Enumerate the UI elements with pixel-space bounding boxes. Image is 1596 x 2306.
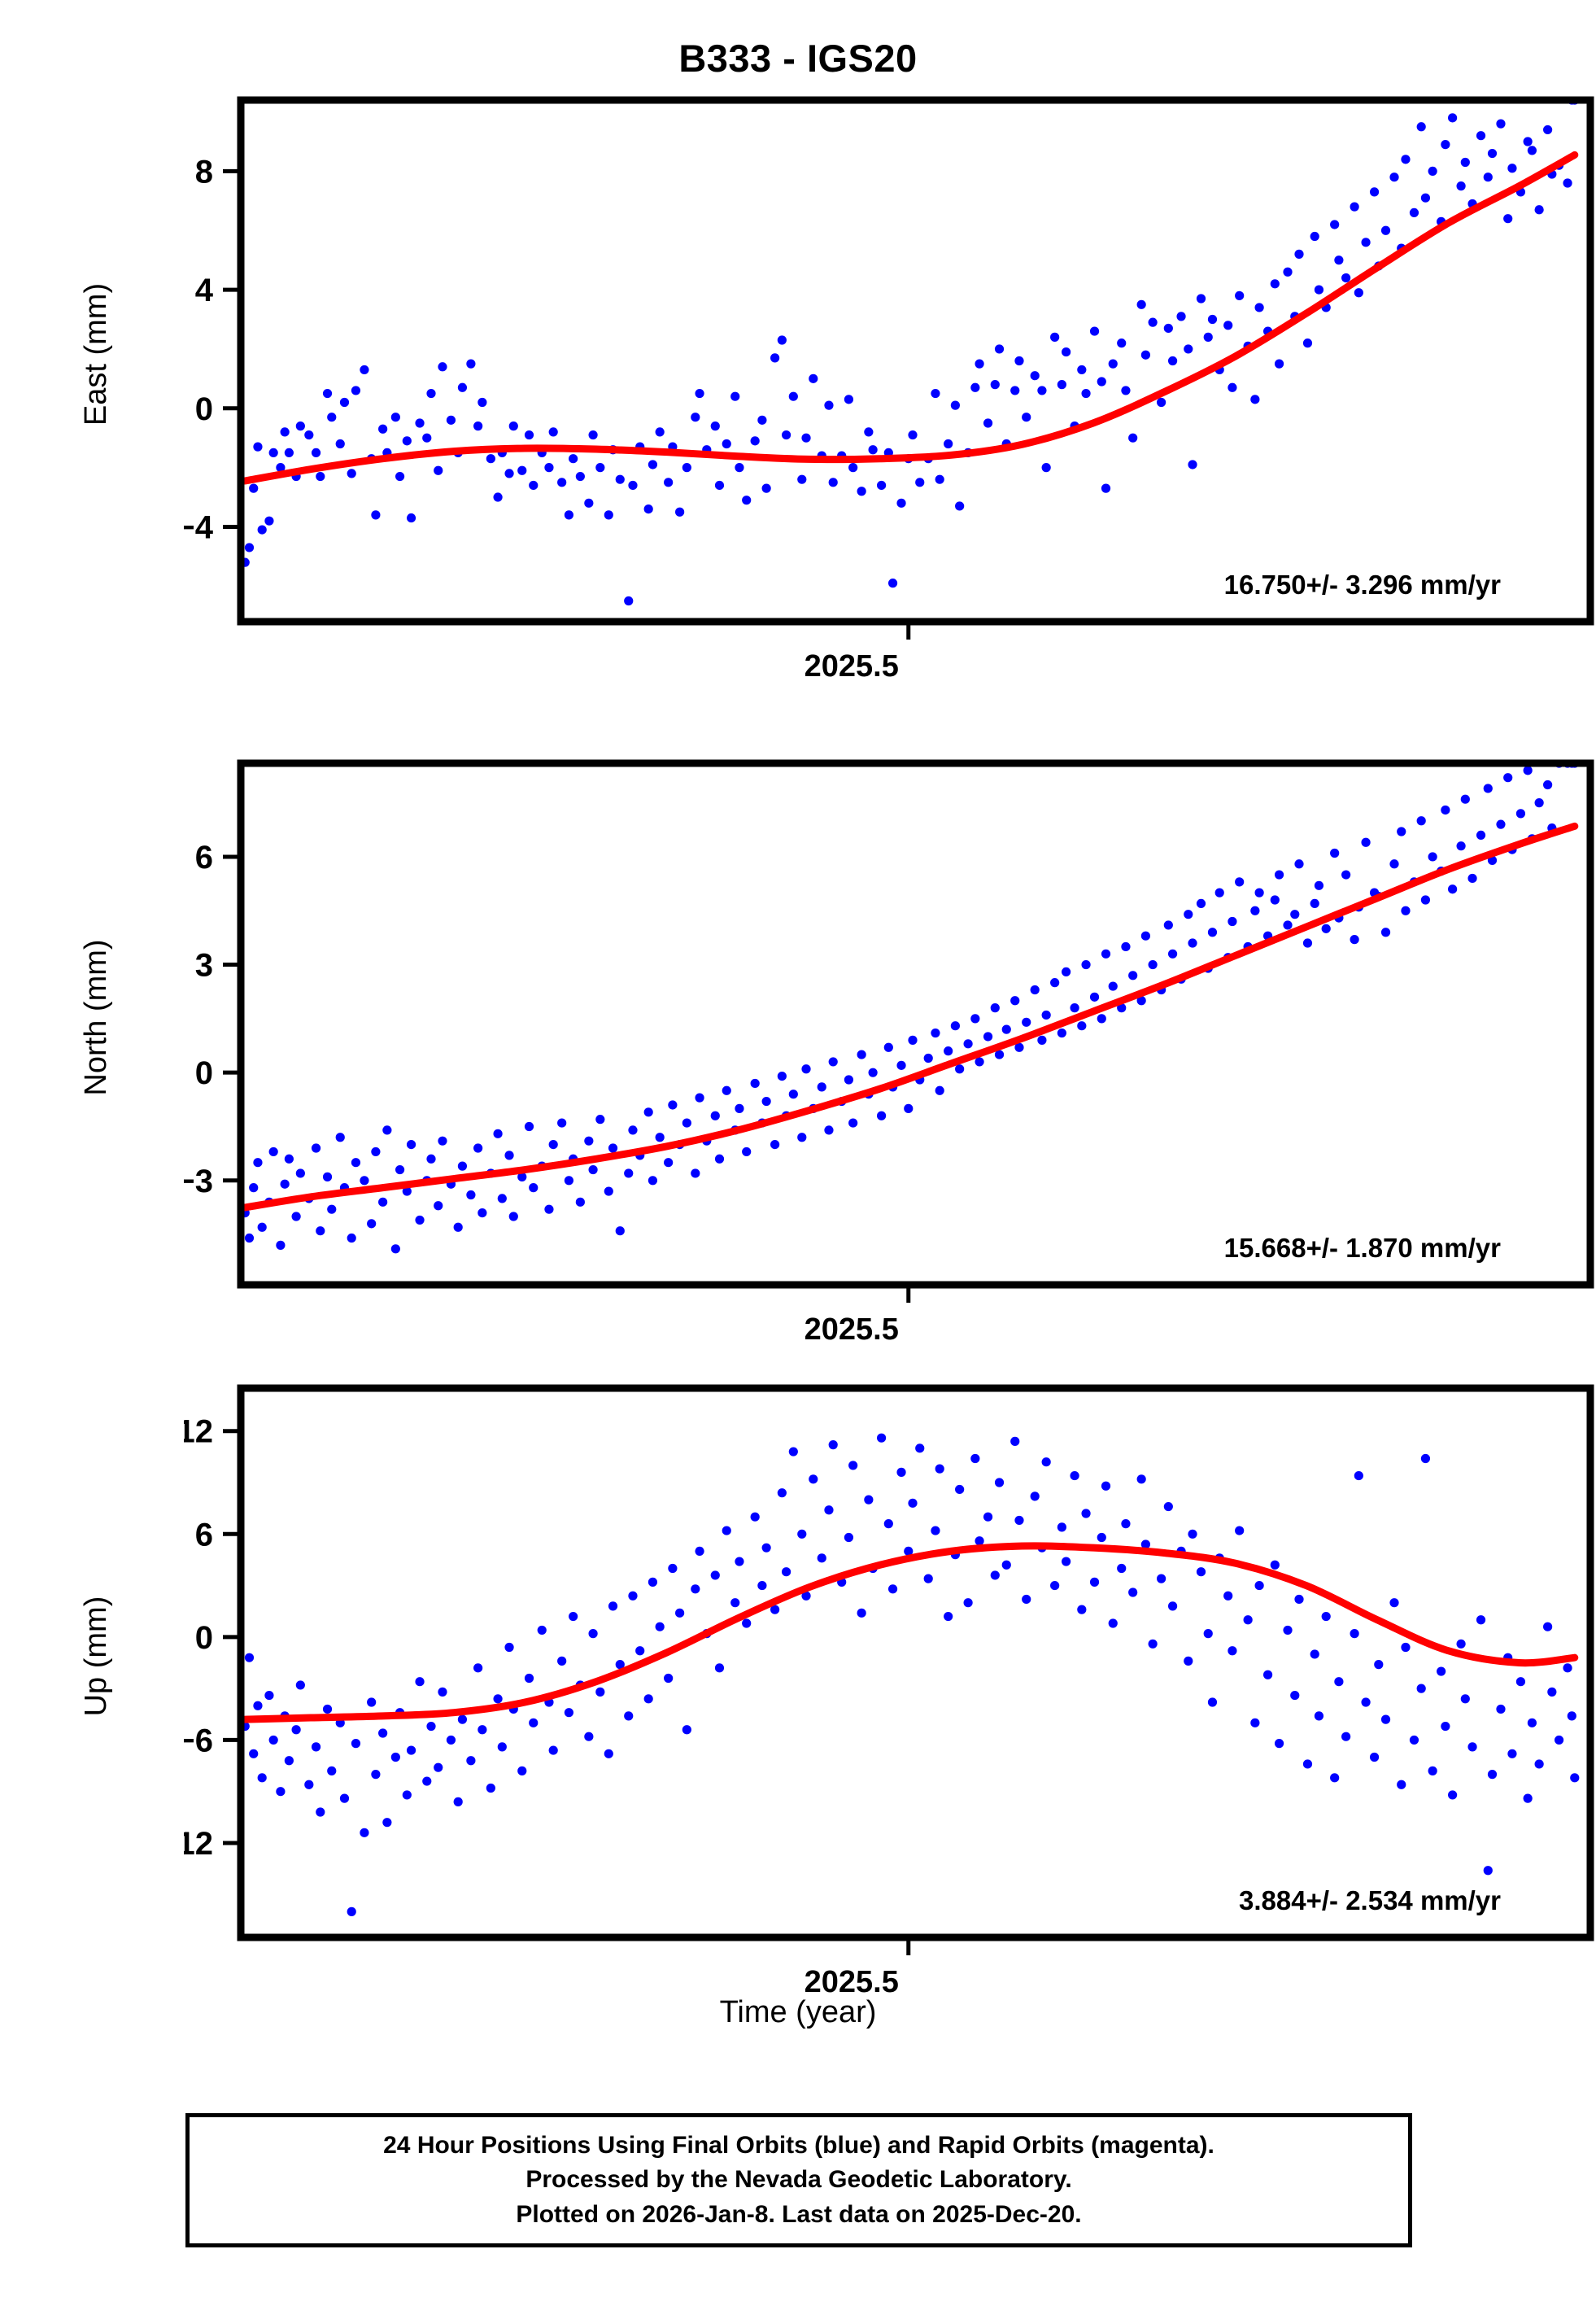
y-tick-label-up: −12	[184, 1826, 213, 1862]
y-tick-label-up: 0	[195, 1620, 213, 1656]
axis-frame-up	[237, 1384, 1594, 1941]
rate-annotation-north: 15.668+/- 1.870 mm/yr	[1223, 1233, 1501, 1263]
data-points-east	[241, 100, 1580, 606]
caption-line-2: Processed by the Nevada Geodetic Laborat…	[525, 2166, 1072, 2194]
fit-line-north	[241, 822, 1579, 1212]
x-tick-label-north: 2025.5	[804, 1312, 899, 1347]
panel-north: −3 0 3 6	[184, 758, 1596, 1337]
panel-up: −12 −6 0 6 12	[184, 1383, 1596, 1989]
fit-line-east	[241, 151, 1579, 485]
fit-line-up	[241, 1542, 1579, 1723]
y-tick-label-east: 8	[195, 154, 213, 190]
y-axis-title-north: North (mm)	[78, 938, 113, 1096]
x-tick-label-up: 2025.5	[804, 1965, 899, 1999]
page-title: B333 - IGS20	[678, 37, 918, 80]
plot-area-east: −4 0 4 8	[184, 96, 1594, 640]
y-tick-label-north: 0	[195, 1055, 213, 1091]
x-tick-label-east: 2025.5	[804, 649, 899, 684]
y-tick-label-up: 12	[184, 1414, 213, 1450]
plot-area-up: −12 −6 0 6 12	[184, 1384, 1594, 1955]
y-tick-label-north: 3	[195, 948, 213, 984]
plot-area-north: −3 0 3 6	[184, 759, 1594, 1303]
y-tick-label-up: 6	[195, 1517, 213, 1553]
y-axis-title-east: East (mm)	[78, 282, 113, 426]
caption-line-1: 24 Hour Positions Using Final Orbits (bl…	[383, 2131, 1214, 2159]
panel-east: −4 0 4 8	[184, 95, 1596, 674]
y-tick-label-east: 4	[195, 273, 214, 308]
y-tick-label-north: 6	[195, 840, 213, 876]
rate-annotation-up: 3.884+/- 2.534 mm/yr	[1239, 1885, 1501, 1915]
data-points-up	[241, 1433, 1580, 1916]
rate-annotation-east: 16.750+/- 3.296 mm/yr	[1223, 570, 1501, 600]
axis-frame-east	[237, 96, 1594, 626]
y-tick-label-east: 0	[195, 391, 213, 427]
y-tick-label-up: −6	[184, 1723, 213, 1758]
axis-frame-north	[237, 759, 1594, 1289]
caption-line-3: Plotted on 2026-Jan-8. Last data on 2025…	[516, 2200, 1082, 2228]
caption-box: 24 Hour Positions Using Final Orbits (bl…	[185, 2113, 1412, 2247]
y-tick-label-east: −4	[184, 509, 214, 545]
y-tick-label-north: −3	[184, 1164, 213, 1199]
x-axis-title: Time (year)	[719, 1995, 877, 2029]
y-axis-title-up: Up (mm)	[78, 1596, 113, 1716]
